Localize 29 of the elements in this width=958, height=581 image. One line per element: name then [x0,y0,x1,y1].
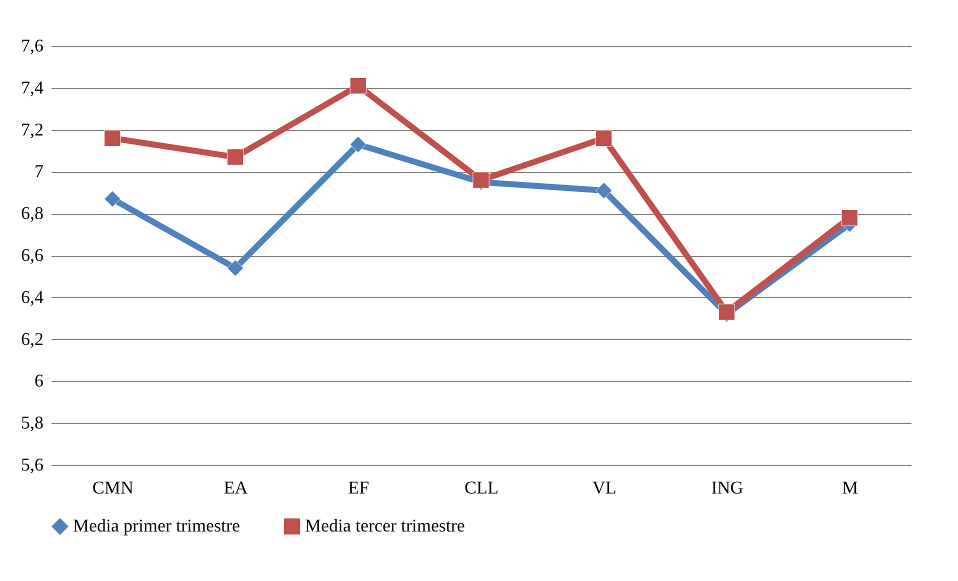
x-tick-label: EF [348,478,370,498]
y-tick-label: 7,4 [21,77,44,98]
y-tick-label: 5,6 [21,454,44,474]
point [104,190,121,208]
point [841,209,858,226]
x-tick-label: ING [711,478,744,498]
x-tick-label: EA [224,478,248,498]
point [226,148,244,166]
legend-label: Media tercer trimestre [305,515,465,536]
y-tick-label: 7 [34,161,44,182]
point [596,130,612,146]
y-tick-label: 6,4 [21,286,44,307]
point [104,130,121,146]
y-tick-label: 5,8 [21,412,44,433]
y-tick-label: 6,6 [21,245,44,265]
y-tick-label: 7,2 [21,119,44,140]
x-tick-label: VL [592,478,616,498]
x-tick-label: CLL [464,478,498,498]
point [350,136,366,153]
point [350,77,366,94]
y-tick-label: 6,8 [21,203,44,224]
x-tick-label: CMN [92,478,134,498]
x-tick-label: M [842,478,858,498]
y-tick-label: 6,2 [21,328,44,349]
point [226,260,244,276]
legend-label: Media primer trimestre [73,515,240,536]
point [596,182,612,199]
y-tick-label: 6 [34,370,44,391]
y-tick-label: 7,6 [21,36,44,56]
